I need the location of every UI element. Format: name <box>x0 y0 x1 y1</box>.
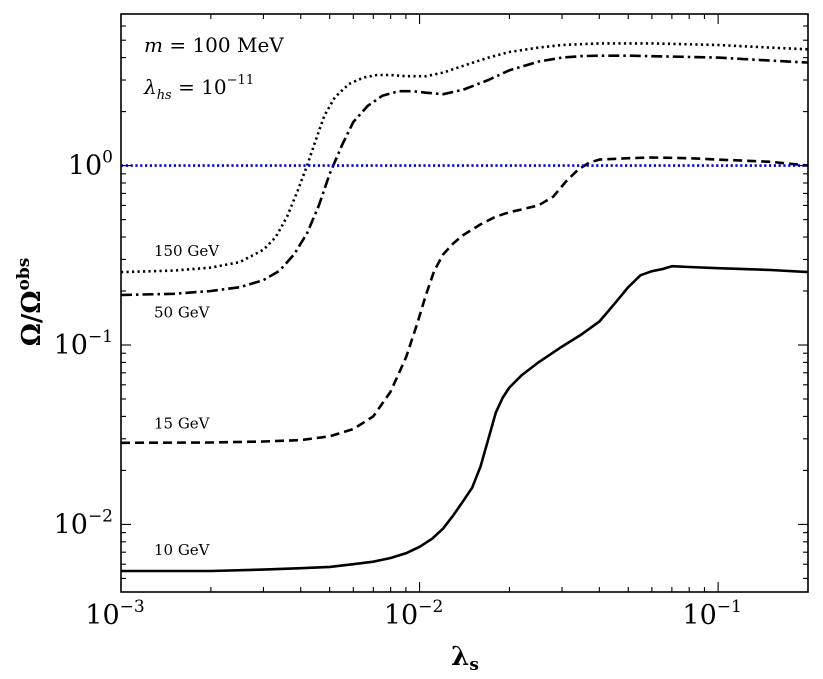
annotation-coupling: λhs = 10−11 <box>143 73 254 103</box>
x-tick-label: 10−3 <box>85 597 144 631</box>
series-line-50-gev <box>120 54 809 297</box>
y-tick-label-base: 10 <box>68 151 102 182</box>
x-tick-label-exp: −1 <box>717 597 742 617</box>
y-tick-label: 10−1 <box>54 327 113 361</box>
annotation-coupling-sub: hs <box>157 88 172 103</box>
annotation-coupling-var: λ <box>143 75 157 99</box>
x-tick-label: 10−1 <box>682 597 741 631</box>
x-axis-label-sub: s <box>469 655 479 675</box>
x-tick-label-base: 10 <box>384 600 418 631</box>
y-axis-label: Ω/Ωobs <box>14 258 47 347</box>
series-layer <box>120 42 809 573</box>
series-line-10-gev <box>121 264 809 573</box>
annotation-mass-rest: = 100 MeV <box>163 33 284 57</box>
annotation-coupling-exp: −11 <box>227 73 254 88</box>
series-line-150-gev <box>120 42 809 274</box>
y-tick-label-base: 10 <box>54 509 88 540</box>
curve-label: 50 GeV <box>154 303 211 321</box>
x-tick-label: 10−2 <box>384 597 443 631</box>
x-tick-label-base: 10 <box>85 600 119 631</box>
curve-label: 10 GeV <box>154 541 211 559</box>
x-tick-label-base: 10 <box>682 600 716 631</box>
y-tick-label-base: 10 <box>54 330 88 361</box>
y-tick-label-exp: 0 <box>102 148 113 168</box>
y-axis-label-main: Ω/Ω <box>17 291 47 347</box>
y-axis-label-sup: obs <box>14 258 34 291</box>
y-tick-label-exp: −1 <box>88 327 113 347</box>
curve-label: 15 GeV <box>154 415 211 433</box>
annotation-mass-var: m <box>144 33 163 57</box>
x-tick-label-exp: −2 <box>418 597 443 617</box>
series-line-15-gev <box>120 156 809 445</box>
x-axis-label: λs <box>451 642 479 675</box>
annotation-coupling-eq: = 10 <box>172 75 227 99</box>
curve-label: 150 GeV <box>154 242 220 260</box>
plot-frame <box>120 13 809 593</box>
ticks-layer <box>120 13 809 592</box>
y-tick-label: 100 <box>68 148 113 182</box>
x-axis-label-main: λ <box>451 642 469 672</box>
x-tick-label-exp: −3 <box>120 597 145 617</box>
curve-labels: 150 GeV 50 GeV 15 GeV 10 GeV <box>154 242 220 559</box>
y-tick-label-exp: −2 <box>88 506 113 526</box>
y-tick-label: 10−2 <box>54 506 113 540</box>
annotation-mass: m = 100 MeV <box>144 33 284 57</box>
